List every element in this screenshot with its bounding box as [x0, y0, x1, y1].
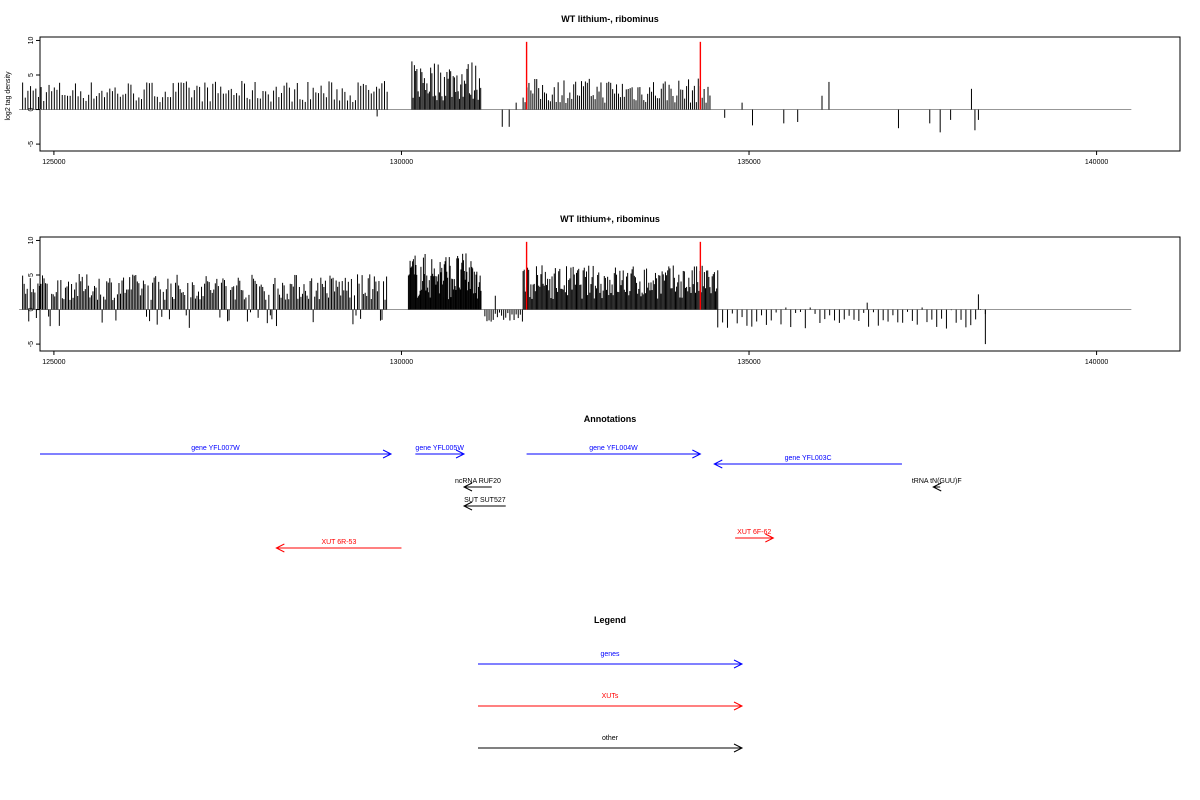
arrow-head-icon	[382, 449, 393, 459]
feature-label: gene YFL004W	[589, 445, 638, 452]
feature-arrow	[713, 459, 902, 469]
legend-arrow	[478, 659, 744, 669]
feature-label: SUT SUT527	[464, 497, 506, 504]
feature-arrow	[275, 543, 402, 553]
arrow-head-icon	[733, 743, 744, 753]
feature-arrow	[462, 501, 506, 511]
panel-title: WT lithium-, ribominus	[561, 14, 659, 24]
axes: 125000 130000 135000 140000 -5 0 5 10	[28, 236, 1108, 366]
bar-layer	[19, 241, 1132, 345]
y-tick-label: -5	[28, 141, 35, 147]
plot-frame	[39, 36, 1181, 152]
arrow-head-icon	[733, 701, 744, 711]
legend-label: genes	[600, 651, 620, 658]
panel-lithium-plus: WT lithium+, ribominus 125000 130000 13500…	[19, 214, 1181, 366]
feature-arrow	[462, 482, 492, 492]
x-tick-label: 135000	[737, 359, 760, 366]
y-tick-label: 10	[28, 36, 35, 44]
axes: 125000 130000 135000 140000 -5 0 5 10	[28, 36, 1108, 166]
x-tick-label: 140000	[1085, 159, 1108, 166]
x-tick-label: 140000	[1085, 359, 1108, 366]
annotations-track: Annotations gene YFL007W gene YFL005W gene…	[40, 414, 962, 553]
feature-label: ncRNA RUF20	[455, 478, 501, 485]
arrow-head-icon	[275, 543, 285, 553]
legend: Legend genes XUTs other	[478, 615, 744, 753]
arrow-head-icon	[462, 501, 473, 511]
y-tick-label: -5	[28, 341, 35, 347]
y-tick-label: 0	[28, 307, 35, 311]
legend-label: XUTs	[602, 693, 619, 700]
arrow-head-icon	[765, 533, 775, 543]
feature-label: tRNA tN(GUU)F	[912, 478, 962, 485]
x-tick-label: 135000	[737, 159, 760, 166]
feature-label: XUT 6R-53	[321, 539, 356, 546]
feature-arrow	[415, 449, 466, 459]
feature-layer: gene YFL007W gene YFL005W gene YFL004W gene…	[40, 445, 962, 553]
feature-arrow	[735, 533, 775, 543]
x-tick-label: 130000	[390, 359, 413, 366]
legend-title: Legend	[594, 615, 626, 625]
panel-title: WT lithium+, ribominus	[560, 214, 660, 224]
y-tick-label: 10	[28, 236, 35, 244]
arrow-head-icon	[713, 459, 723, 469]
panel-lithium-minus: WT lithium-, ribominus log2 tag density …	[5, 14, 1181, 166]
feature-arrow	[932, 482, 942, 492]
y-axis-label: log2 tag density	[5, 71, 12, 121]
feature-arrow	[40, 449, 393, 459]
feature-label: gene YFL005W	[415, 445, 464, 452]
x-tick-label: 125000	[42, 359, 65, 366]
y-tick-label: 5	[28, 73, 35, 77]
legend-arrow	[478, 701, 744, 711]
arrow-head-icon	[692, 449, 702, 459]
annotations-title: Annotations	[584, 414, 637, 424]
arrow-head-icon	[462, 482, 473, 492]
arrow-head-icon	[455, 449, 466, 459]
arrow-head-icon	[733, 659, 744, 669]
feature-label: gene YFL007W	[191, 445, 240, 452]
x-tick-label: 125000	[42, 159, 65, 166]
feature-label: XUT 6F-62	[737, 529, 771, 536]
feature-arrow	[526, 449, 702, 459]
arrow-head-icon	[932, 482, 942, 492]
legend-items: genes XUTs other	[478, 651, 744, 753]
legend-arrow	[478, 743, 744, 753]
y-tick-label: 0	[28, 107, 35, 111]
x-tick-label: 130000	[390, 159, 413, 166]
plot-frame	[39, 236, 1181, 352]
legend-label: other	[602, 735, 619, 742]
y-tick-label: 5	[28, 273, 35, 277]
feature-label: gene YFL003C	[785, 455, 832, 462]
bar-layer	[19, 41, 1132, 133]
